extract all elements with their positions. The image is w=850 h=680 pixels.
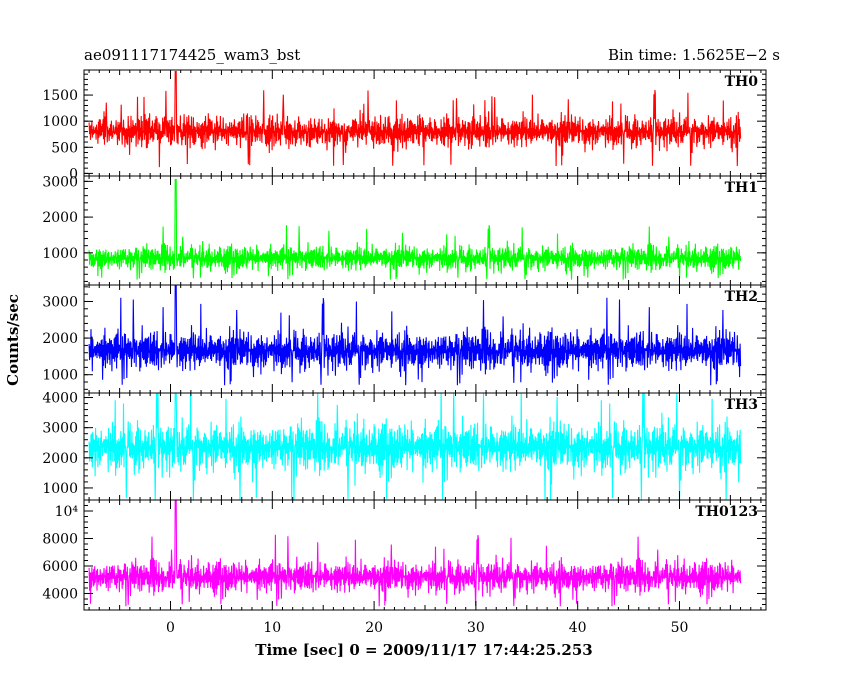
panel-label: TH0123 [695, 504, 758, 520]
y-tick-label: 3000 [42, 294, 78, 310]
y-tick-label: 2000 [42, 210, 78, 226]
y-tick-label: 2000 [42, 331, 78, 347]
y-tick-label: 8000 [42, 532, 78, 548]
panel-frame [83, 284, 767, 394]
y-tick-label: 3000 [42, 421, 78, 437]
y-tick-label: 1000 [42, 246, 78, 262]
chart-header-obs-id: ae091117174425_wam3_bst [84, 46, 300, 64]
panel-frame [83, 499, 767, 611]
chart-header-bin-time: Bin time: 1.5625E−2 s [608, 46, 780, 64]
panel-th3: 1000 2000 3000 4000 TH3 [42, 391, 767, 501]
x-tick-label: 50 [671, 620, 689, 636]
y-tick-label: 0 [69, 166, 78, 182]
panel-frame [83, 175, 767, 286]
panel-label: TH2 [725, 289, 758, 305]
panel-label: TH3 [725, 397, 758, 413]
y-tick-label: 4000 [42, 587, 78, 603]
series-th1 [88, 179, 742, 280]
x-tick-label: 10 [263, 620, 281, 636]
panel-th1: 1000 2000 3000 TH1 [42, 174, 767, 286]
y-tick-label: 2000 [42, 451, 78, 467]
x-tick-label: 40 [569, 620, 587, 636]
panel-th0123: 4000 6000 8000 10⁴ TH0123 [42, 499, 767, 611]
y-tick-label: 10⁴ [55, 504, 79, 520]
series-th2 [88, 285, 742, 386]
panel-label: TH1 [725, 180, 758, 196]
y-tick-label: 1000 [42, 368, 78, 384]
y-tick-label: 6000 [42, 559, 78, 575]
x-tick-label: 0 [166, 620, 175, 636]
y-tick-label: 1000 [42, 481, 78, 497]
series-th3 [88, 393, 742, 500]
y-tick-label: 1500 [42, 88, 78, 104]
x-axis-label: Time [sec] 0 = 2009/11/17 17:44:25.253 [255, 641, 592, 659]
series-th0 [88, 71, 742, 168]
y-axis-label: Counts/sec [4, 294, 22, 386]
panel-label: TH0 [725, 74, 759, 90]
y-tick-label: 3000 [42, 174, 78, 190]
y-tick-label: 500 [51, 140, 78, 156]
y-tick-label: 4000 [42, 391, 78, 407]
x-tick-label: 30 [467, 620, 485, 636]
panel-th2: 1000 2000 3000 TH2 [42, 284, 767, 394]
series-th0123 [88, 500, 742, 607]
x-tick-label: 20 [365, 620, 383, 636]
panel-th0: 0 500 1000 1500 TH0 [42, 69, 767, 182]
y-tick-label: 1000 [42, 114, 78, 130]
